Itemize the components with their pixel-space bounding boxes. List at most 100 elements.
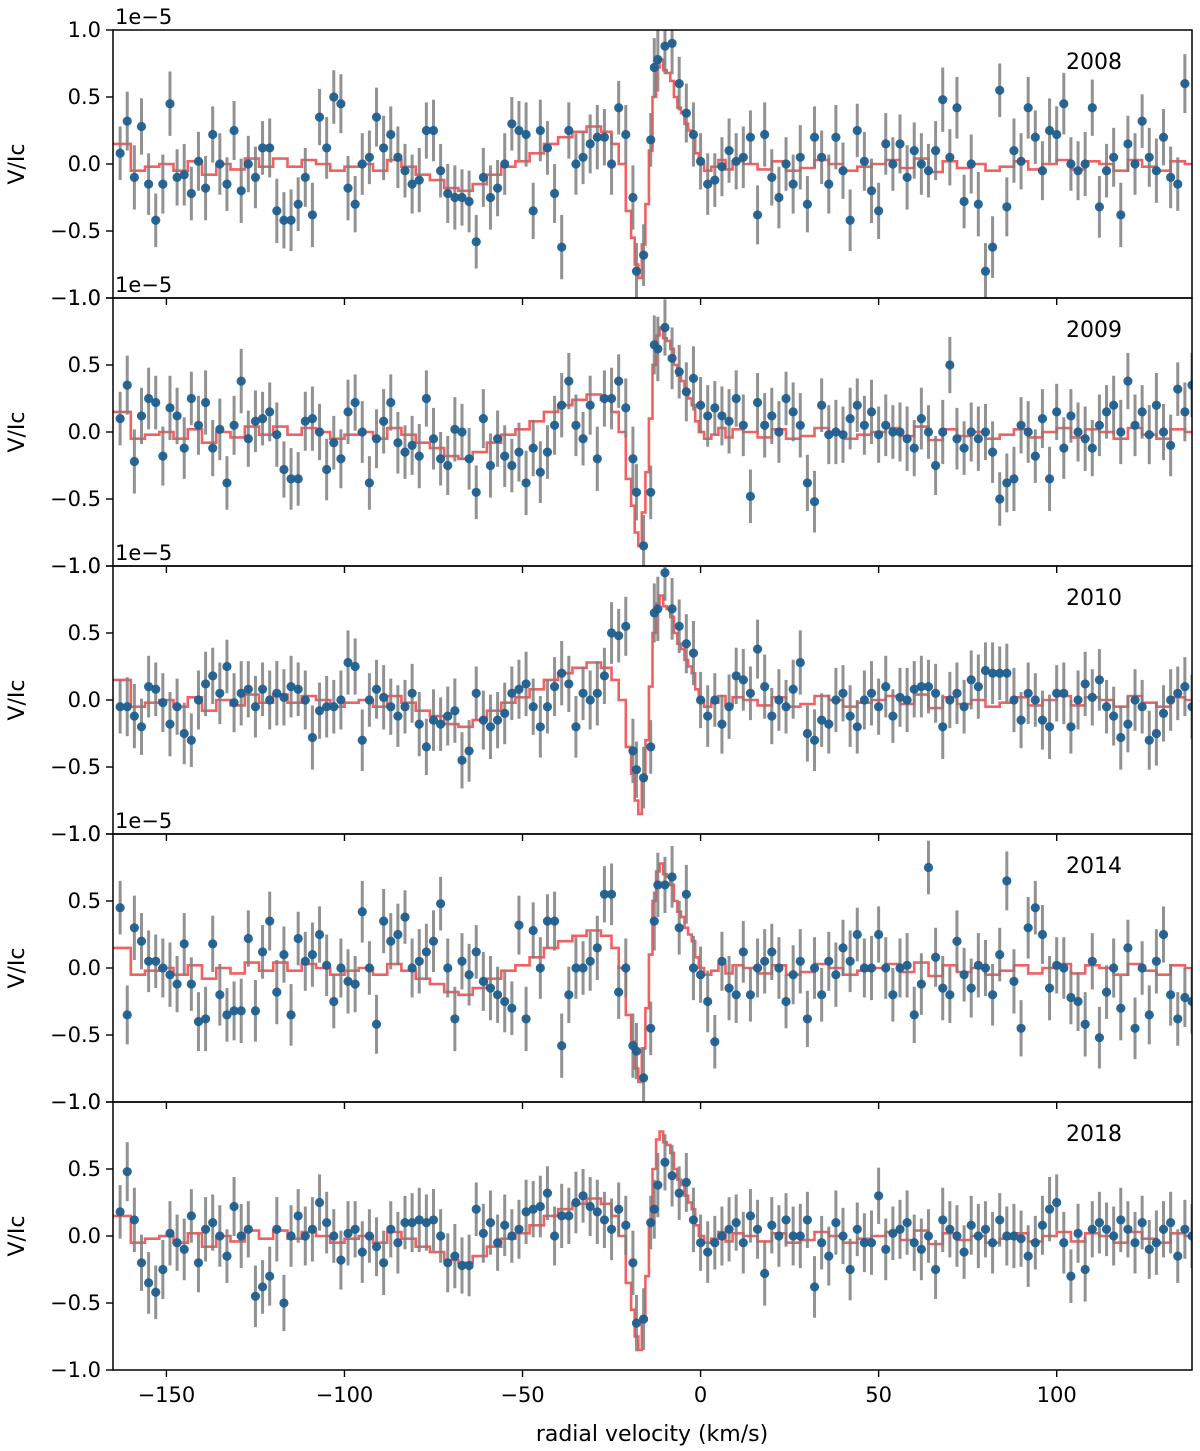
data-point (393, 929, 403, 940)
data-point (752, 397, 763, 408)
data-point (938, 983, 948, 993)
data-point (1023, 923, 1033, 933)
data-point (824, 719, 834, 729)
data-point (966, 1220, 976, 1230)
y-axis-label: V/Ic (5, 679, 30, 720)
data-point (193, 695, 204, 705)
data-point (293, 1211, 303, 1221)
data-point (738, 675, 748, 685)
data-point (514, 920, 524, 930)
data-point (859, 963, 869, 973)
data-point (1037, 715, 1048, 725)
data-point (500, 159, 510, 169)
data-point (208, 129, 218, 140)
data-point (257, 684, 268, 694)
data-point (1166, 695, 1176, 705)
data-point (653, 604, 663, 614)
data-point (336, 1255, 346, 1265)
data-point (923, 682, 934, 692)
data-point (393, 1238, 403, 1248)
data-point (745, 1211, 756, 1221)
data-point (215, 1231, 225, 1241)
y-offset-label: 1e−5 (115, 809, 172, 833)
data-point (1151, 166, 1161, 176)
data-point (881, 682, 891, 692)
data-point (646, 487, 656, 497)
data-point (866, 1238, 877, 1248)
data-point (151, 1287, 161, 1297)
data-point (379, 692, 389, 702)
data-point (1052, 407, 1062, 417)
data-point (881, 963, 891, 973)
y-tick-label: 0.0 (68, 420, 101, 444)
data-point (788, 179, 798, 189)
data-point (931, 1264, 941, 1275)
data-point (681, 108, 691, 118)
data-point (364, 963, 374, 973)
data-point (809, 497, 820, 507)
data-point (809, 1282, 820, 1292)
data-point (542, 1188, 553, 1198)
data-point (564, 125, 574, 136)
y-axis-label: V/Ic (5, 947, 30, 988)
data-point (193, 1258, 204, 1268)
data-point (1009, 474, 1019, 484)
y-axis-label: V/Ic (5, 1215, 30, 1256)
data-point (549, 420, 560, 430)
data-point (179, 443, 189, 453)
data-point (236, 186, 246, 196)
data-point (724, 416, 734, 426)
data-point (817, 1238, 827, 1248)
data-point (257, 1282, 268, 1292)
data-point (923, 427, 934, 437)
data-point (952, 1231, 962, 1241)
data-point (767, 711, 777, 721)
data-point (1158, 929, 1169, 940)
data-point (243, 1224, 253, 1234)
data-point (478, 976, 488, 987)
data-point (492, 434, 503, 444)
data-point (831, 1218, 841, 1228)
data-point (357, 907, 367, 917)
data-point (959, 970, 969, 980)
data-point (464, 970, 474, 980)
data-point (703, 711, 713, 721)
data-point (222, 1251, 232, 1261)
data-point (859, 1238, 869, 1248)
data-point (631, 1318, 642, 1328)
data-point (1037, 166, 1048, 176)
data-point (745, 491, 756, 501)
data-point (767, 947, 777, 957)
data-point (585, 139, 595, 149)
data-point (414, 175, 424, 185)
data-point (710, 403, 720, 413)
data-point (272, 206, 282, 216)
data-point (866, 407, 877, 417)
data-point (681, 889, 691, 899)
data-point (674, 79, 684, 89)
data-point (888, 159, 898, 169)
data-point (1066, 1271, 1076, 1281)
data-point (521, 129, 531, 140)
data-point (909, 1238, 919, 1248)
data-point (628, 192, 638, 203)
x-tick-label: 50 (865, 1383, 892, 1407)
data-point (817, 152, 827, 162)
data-point (1044, 474, 1055, 484)
data-point (208, 939, 218, 949)
data-point (500, 996, 510, 1007)
data-point (909, 684, 919, 694)
x-tick-label: −50 (500, 1383, 544, 1407)
data-point (286, 682, 296, 692)
data-point (703, 996, 713, 1007)
data-point (485, 983, 496, 993)
data-point (902, 960, 912, 970)
data-point (1116, 1215, 1126, 1225)
data-point (1123, 139, 1133, 149)
data-point (286, 474, 296, 484)
data-point (980, 1224, 991, 1234)
data-point (322, 464, 332, 475)
data-point (165, 99, 175, 109)
data-point (817, 715, 827, 725)
data-point (838, 1231, 848, 1241)
